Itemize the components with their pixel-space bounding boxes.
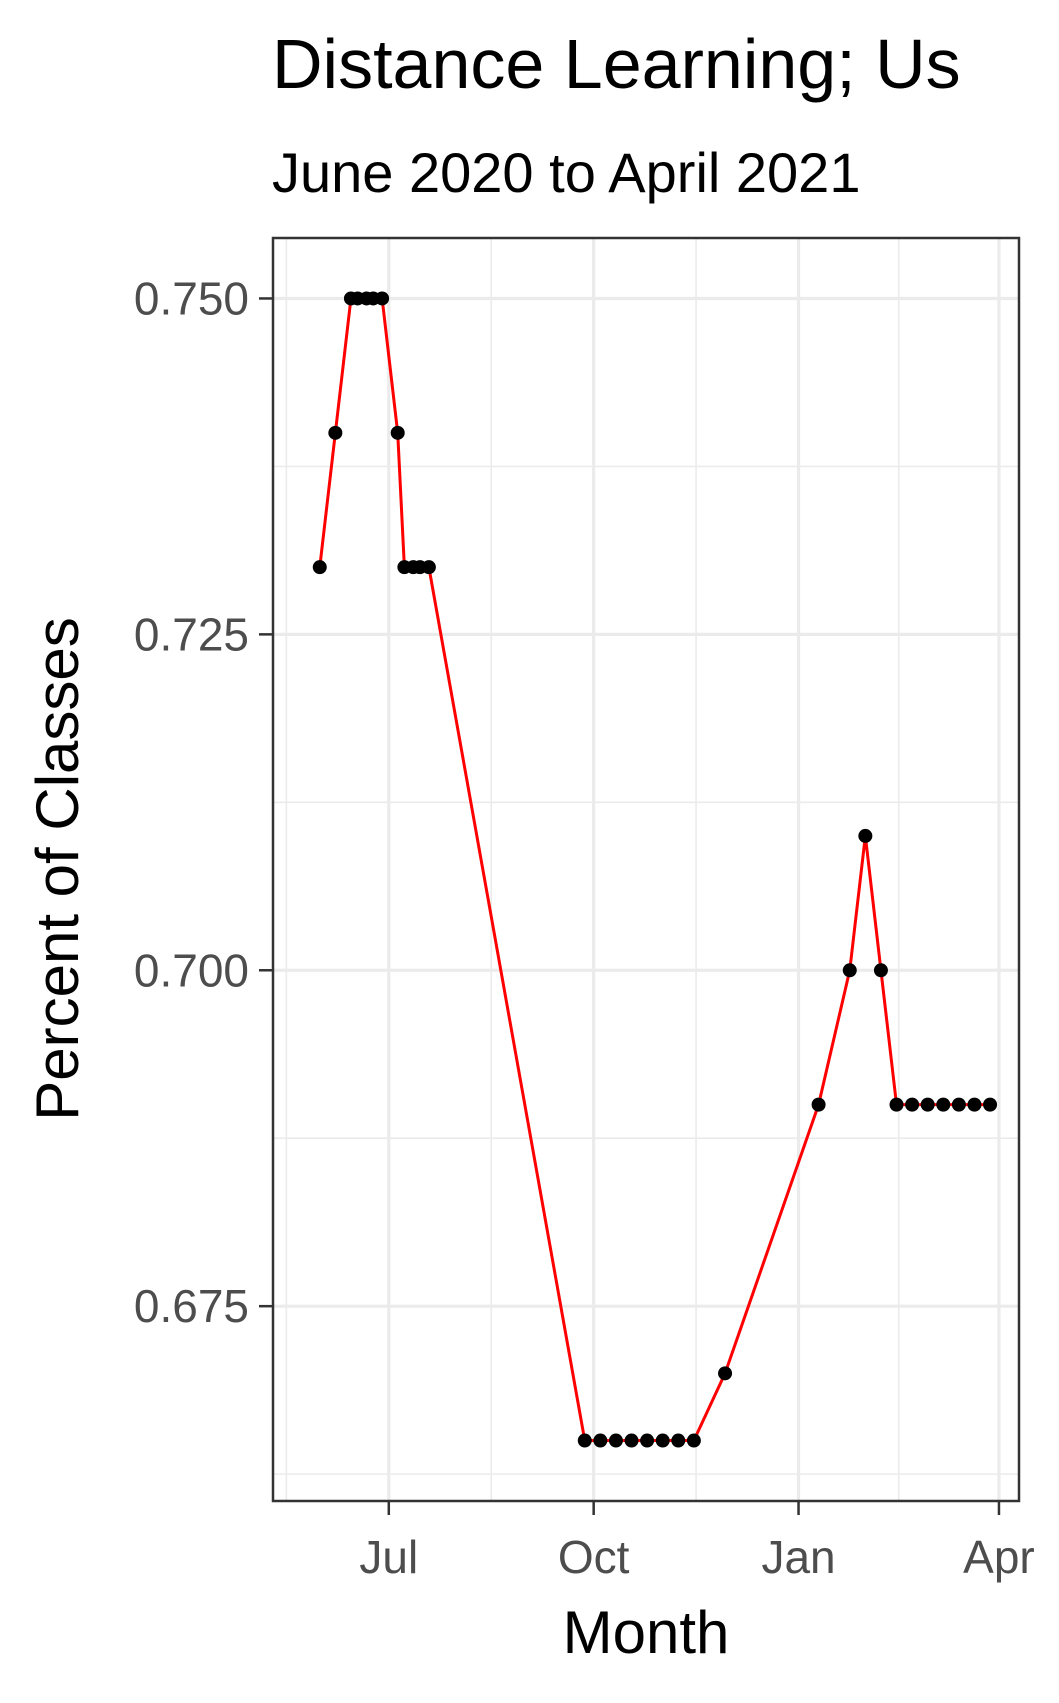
y-tick-label: 0.750 <box>134 272 249 324</box>
data-point <box>842 963 857 978</box>
data-point <box>686 1433 701 1448</box>
chart-subtitle: June 2020 to April 2021 <box>272 141 860 204</box>
y-tick-label: 0.675 <box>134 1280 249 1332</box>
data-point <box>936 1097 951 1112</box>
data-point <box>375 291 390 306</box>
data-point <box>328 425 343 440</box>
x-tick-label: Jan <box>761 1531 835 1583</box>
plot-panel-border <box>271 236 1021 1503</box>
data-point <box>811 1097 826 1112</box>
x-tick-label: Oct <box>558 1531 630 1583</box>
data-point <box>983 1097 998 1112</box>
data-point <box>889 1097 904 1112</box>
grid-lines <box>273 238 1019 1501</box>
data-point <box>390 425 405 440</box>
series-points <box>312 291 998 1448</box>
data-point <box>951 1097 966 1112</box>
data-point <box>967 1097 982 1112</box>
data-point <box>655 1433 670 1448</box>
data-point <box>312 560 327 575</box>
axes: 0.675 0.700 0.725 0.750 Jul Oct Jan Apr <box>134 272 1035 1583</box>
x-tick-label: Jul <box>359 1531 418 1583</box>
x-axis-title: Month <box>563 1599 730 1666</box>
data-point <box>920 1097 935 1112</box>
data-point <box>577 1433 592 1448</box>
data-point <box>421 560 436 575</box>
data-point <box>624 1433 639 1448</box>
plot-panel-background <box>273 238 1019 1501</box>
y-tick-label: 0.700 <box>134 944 249 996</box>
data-point <box>593 1433 608 1448</box>
x-tick-label: Apr <box>963 1531 1035 1583</box>
data-point <box>640 1433 655 1448</box>
data-point <box>905 1097 920 1112</box>
data-point <box>718 1366 733 1381</box>
chart-title: Distance Learning; Us <box>272 25 961 103</box>
data-point <box>671 1433 686 1448</box>
y-tick-label: 0.725 <box>134 608 249 660</box>
data-point <box>873 963 888 978</box>
y-axis-title: Percent of Classes <box>24 617 91 1121</box>
data-point <box>608 1433 623 1448</box>
data-point <box>858 828 873 843</box>
